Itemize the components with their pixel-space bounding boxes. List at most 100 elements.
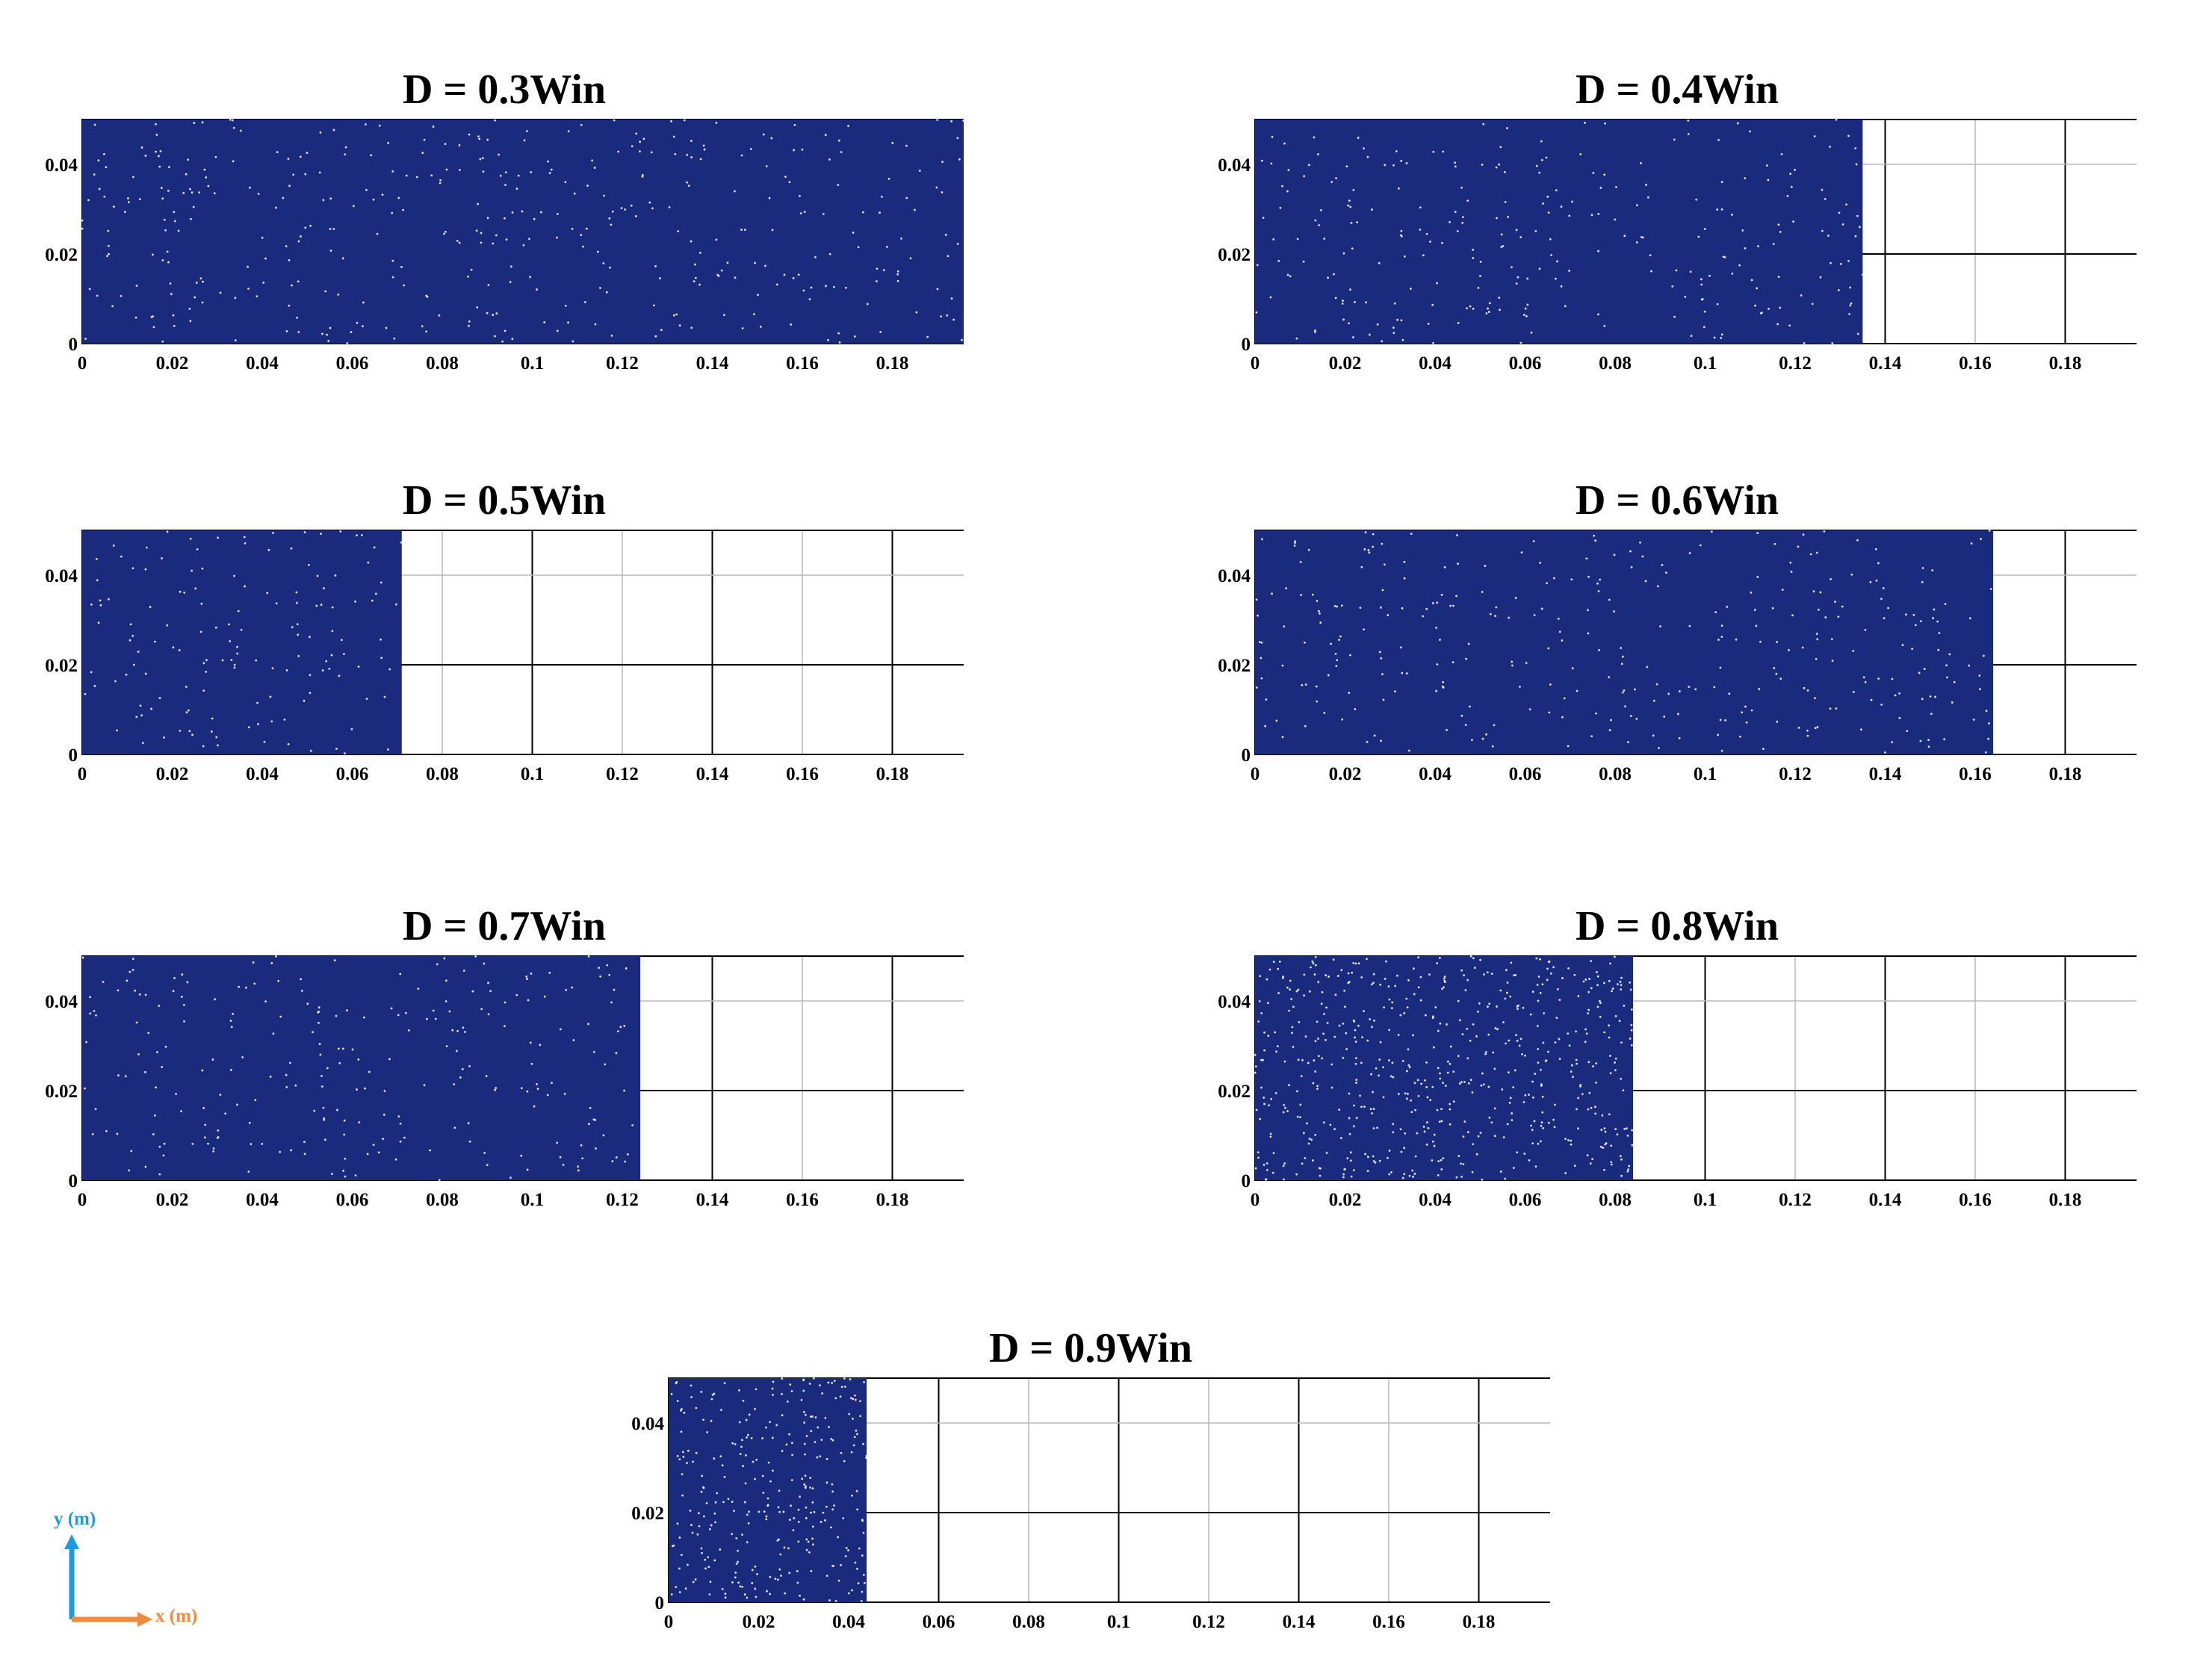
void-speck <box>1349 205 1352 208</box>
void-speck <box>1673 315 1676 318</box>
void-speck <box>1416 1132 1419 1135</box>
void-speck <box>1635 717 1638 720</box>
void-speck <box>1790 571 1793 573</box>
void-speck <box>117 989 120 992</box>
void-speck <box>1257 1020 1260 1023</box>
void-speck <box>1265 978 1268 981</box>
void-speck <box>1279 206 1282 209</box>
void-speck <box>504 217 506 220</box>
void-speck <box>589 1106 592 1109</box>
x-tick-label: 0.16 <box>786 764 819 784</box>
void-speck <box>1877 677 1880 680</box>
void-speck <box>180 996 183 998</box>
y-tick-label: 0.02 <box>631 1504 664 1524</box>
void-speck <box>1292 1046 1295 1048</box>
void-speck <box>1361 1036 1364 1039</box>
void-speck <box>854 1561 857 1564</box>
void-speck <box>743 229 746 231</box>
void-speck <box>1425 232 1428 235</box>
void-speck <box>1471 739 1473 741</box>
void-speck <box>244 585 246 588</box>
void-speck <box>331 606 334 609</box>
void-speck <box>790 323 793 326</box>
void-speck <box>1537 1061 1540 1064</box>
void-speck <box>1303 175 1306 178</box>
void-speck <box>1437 1067 1440 1070</box>
void-speck <box>257 193 260 195</box>
void-speck <box>1354 708 1357 710</box>
void-speck <box>567 130 570 133</box>
void-speck <box>581 1157 584 1160</box>
void-speck <box>1530 331 1533 334</box>
void-speck <box>1496 217 1498 220</box>
void-speck <box>199 630 202 633</box>
void-speck <box>1487 1085 1490 1088</box>
void-speck <box>297 280 300 283</box>
void-speck <box>827 338 829 341</box>
void-speck <box>1255 598 1258 601</box>
void-speck <box>205 659 208 662</box>
x-arrowhead-icon <box>137 1612 152 1627</box>
void-speck <box>652 304 655 307</box>
void-speck <box>855 1489 858 1492</box>
void-speck <box>706 1430 709 1433</box>
void-speck <box>1700 278 1703 281</box>
void-speck <box>1615 186 1617 188</box>
void-speck <box>1614 218 1617 221</box>
void-speck <box>1538 958 1541 961</box>
void-speck <box>1458 1082 1461 1085</box>
void-speck <box>716 273 719 276</box>
void-speck <box>342 1170 345 1172</box>
void-speck <box>580 123 583 126</box>
void-speck <box>1678 737 1681 739</box>
void-speck <box>270 720 273 723</box>
void-speck <box>1345 165 1348 168</box>
void-speck <box>562 1164 565 1166</box>
void-speck <box>1472 257 1475 259</box>
void-speck <box>1585 557 1588 560</box>
void-speck <box>825 285 827 288</box>
void-speck <box>456 1049 458 1052</box>
void-speck <box>202 1106 205 1109</box>
void-speck <box>1307 548 1310 551</box>
void-speck <box>702 144 705 147</box>
void-speck <box>681 1407 683 1410</box>
void-speck <box>687 1563 689 1566</box>
x-tick-label: 0.04 <box>246 1190 279 1210</box>
x-tick-label: 0.08 <box>426 353 459 373</box>
void-speck <box>1400 229 1403 232</box>
void-speck <box>783 273 786 276</box>
void-speck <box>1317 153 1319 155</box>
void-speck <box>247 265 249 268</box>
void-speck <box>680 1430 683 1433</box>
void-speck <box>205 670 208 673</box>
void-speck <box>816 1456 819 1459</box>
void-speck <box>368 1070 371 1073</box>
void-speck <box>1887 607 1889 610</box>
void-speck <box>1419 206 1422 209</box>
void-speck <box>741 1585 744 1588</box>
void-speck <box>1608 1036 1611 1039</box>
void-speck <box>1505 1042 1507 1045</box>
void-speck <box>762 133 765 136</box>
void-speck <box>642 137 645 140</box>
void-speck <box>483 1152 486 1154</box>
void-speck <box>161 197 164 200</box>
particle-region <box>669 1378 867 1602</box>
x-tick-label: 0.12 <box>606 764 639 784</box>
void-speck <box>714 1501 717 1504</box>
void-speck <box>1673 138 1676 141</box>
void-speck <box>1283 1103 1286 1106</box>
void-speck <box>707 1566 710 1569</box>
void-speck <box>1912 613 1915 616</box>
void-speck <box>675 313 678 316</box>
void-speck <box>1780 152 1783 155</box>
void-speck <box>186 981 189 984</box>
void-speck <box>790 1390 793 1392</box>
void-speck <box>138 198 141 201</box>
void-speck <box>234 339 237 342</box>
void-speck <box>1372 545 1375 548</box>
void-speck <box>1424 1079 1426 1082</box>
void-speck <box>1640 235 1643 238</box>
void-speck <box>526 1168 529 1171</box>
